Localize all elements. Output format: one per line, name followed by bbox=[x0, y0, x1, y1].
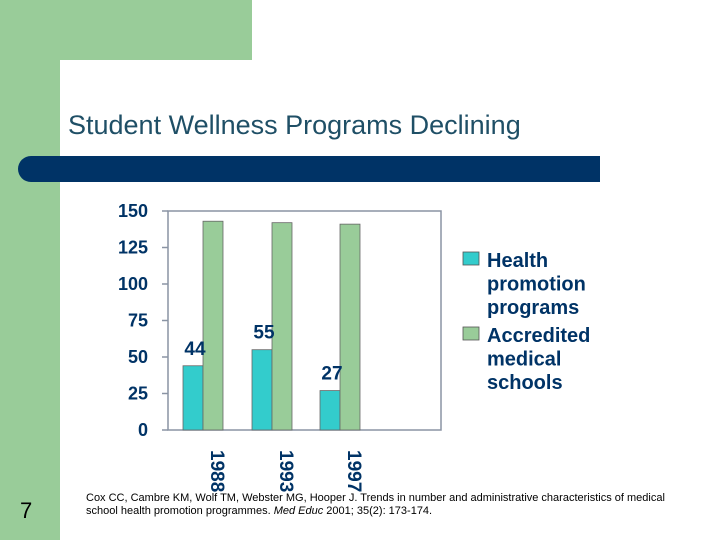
bar-health-promotion-1993 bbox=[251, 349, 273, 431]
page-title: Student Wellness Programs Declining bbox=[68, 110, 521, 140]
y-tick-label: 0 bbox=[138, 420, 148, 440]
data-label-1993: 55 bbox=[253, 323, 275, 344]
bar-accredited-schools-1988 bbox=[202, 220, 224, 431]
green-top-block bbox=[60, 0, 252, 60]
citation-journal: Med Educ bbox=[273, 505, 324, 517]
legend-label-line: Accredited bbox=[487, 325, 590, 347]
data-label-1988: 44 bbox=[184, 339, 206, 360]
bar-health-promotion-1988 bbox=[182, 365, 204, 431]
bar-accredited-schools-1993 bbox=[271, 222, 293, 431]
y-tick-label: 125 bbox=[118, 238, 148, 258]
y-tick-label: 75 bbox=[128, 311, 148, 331]
legend-swatch-health-promotion bbox=[462, 251, 480, 266]
legend-label-line: medical bbox=[487, 349, 561, 371]
x-tick-label-1997: 1997 bbox=[343, 450, 364, 492]
x-tick-label-1993: 1993 bbox=[275, 450, 296, 492]
legend-label-line: Health bbox=[487, 250, 548, 272]
bar-accredited-schools-1997 bbox=[339, 223, 361, 431]
legend-label-line: promotion bbox=[487, 274, 586, 296]
y-tick-label: 100 bbox=[118, 274, 148, 294]
y-tick-label: 50 bbox=[128, 347, 148, 367]
y-tick-label: 150 bbox=[118, 201, 148, 221]
bar-health-promotion-1997 bbox=[319, 390, 341, 431]
citation-authors-title: Cox CC, Cambre KM, Wolf TM, Webster MG, … bbox=[86, 492, 665, 517]
data-label-1997: 27 bbox=[321, 364, 342, 385]
citation-volume: 2001; 35(2): 173-174. bbox=[323, 505, 433, 517]
legend-swatch-accredited-schools bbox=[462, 326, 480, 341]
citation: Cox CC, Cambre KM, Wolf TM, Webster MG, … bbox=[86, 492, 686, 518]
slide-number: 7 bbox=[20, 498, 33, 523]
legend-label-line: programs bbox=[487, 297, 579, 319]
title-underline-bar bbox=[18, 156, 600, 182]
green-sidebar bbox=[0, 0, 60, 540]
x-tick-label-1988: 1988 bbox=[206, 450, 227, 492]
y-tick-label: 25 bbox=[128, 384, 148, 404]
legend-label-line: schools bbox=[487, 372, 563, 394]
